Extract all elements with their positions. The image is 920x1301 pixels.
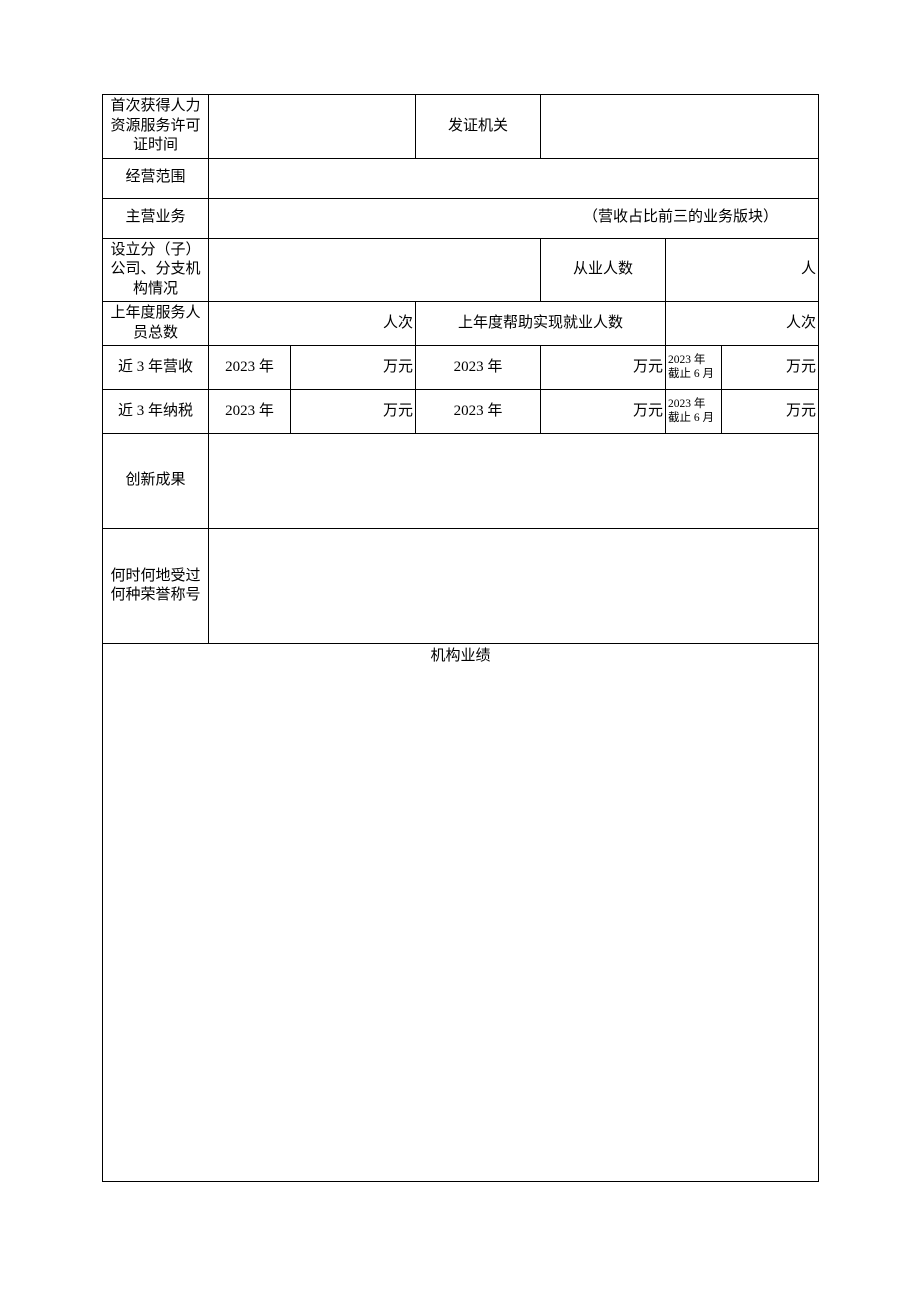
revenue-y3-year: 2023 年截止 6 月 bbox=[666, 346, 722, 390]
value-honors bbox=[209, 529, 819, 644]
value-last-year-served: 人次 bbox=[209, 302, 416, 346]
label-main-business: 主营业务 bbox=[103, 198, 209, 238]
value-innovation bbox=[209, 434, 819, 529]
tax-y2-value: 万元 bbox=[541, 390, 666, 434]
tax-y3-value: 万元 bbox=[722, 390, 819, 434]
tax-y1-year: 2023 年 bbox=[209, 390, 291, 434]
form-table: 首次获得人力资源服务许可证时间 发证机关 经营范围 主营业务 （营收占比前三的业… bbox=[102, 94, 819, 1182]
label-issuing-authority: 发证机关 bbox=[416, 95, 541, 159]
label-innovation: 创新成果 bbox=[103, 434, 209, 529]
value-business-scope bbox=[209, 158, 819, 198]
revenue-y3-value: 万元 bbox=[722, 346, 819, 390]
label-performance: 机构业绩 bbox=[103, 644, 819, 672]
revenue-y2-value: 万元 bbox=[541, 346, 666, 390]
value-performance bbox=[103, 672, 819, 1182]
value-last-year-employed: 人次 bbox=[666, 302, 819, 346]
revenue-y1-value: 万元 bbox=[291, 346, 416, 390]
tax-y2-year: 2023 年 bbox=[416, 390, 541, 434]
label-last-year-served: 上年度服务人员总数 bbox=[103, 302, 209, 346]
label-honors: 何时何地受过何种荣誉称号 bbox=[103, 529, 209, 644]
label-revenue-3y: 近 3 年营收 bbox=[103, 346, 209, 390]
label-tax-3y: 近 3 年纳税 bbox=[103, 390, 209, 434]
value-main-business: （营收占比前三的业务版块） bbox=[209, 198, 819, 238]
label-first-license-time: 首次获得人力资源服务许可证时间 bbox=[103, 95, 209, 159]
value-first-license-time bbox=[209, 95, 416, 159]
label-branches: 设立分（子）公司、分支机构情况 bbox=[103, 238, 209, 302]
tax-y1-value: 万元 bbox=[291, 390, 416, 434]
label-employee-count: 从业人数 bbox=[541, 238, 666, 302]
tax-y3-year: 2023 年截止 6 月 bbox=[666, 390, 722, 434]
value-employee-count: 人 bbox=[666, 238, 819, 302]
revenue-y1-year: 2023 年 bbox=[209, 346, 291, 390]
revenue-y2-year: 2023 年 bbox=[416, 346, 541, 390]
value-branches bbox=[209, 238, 541, 302]
label-business-scope: 经营范围 bbox=[103, 158, 209, 198]
label-last-year-employed: 上年度帮助实现就业人数 bbox=[416, 302, 666, 346]
value-issuing-authority bbox=[541, 95, 819, 159]
